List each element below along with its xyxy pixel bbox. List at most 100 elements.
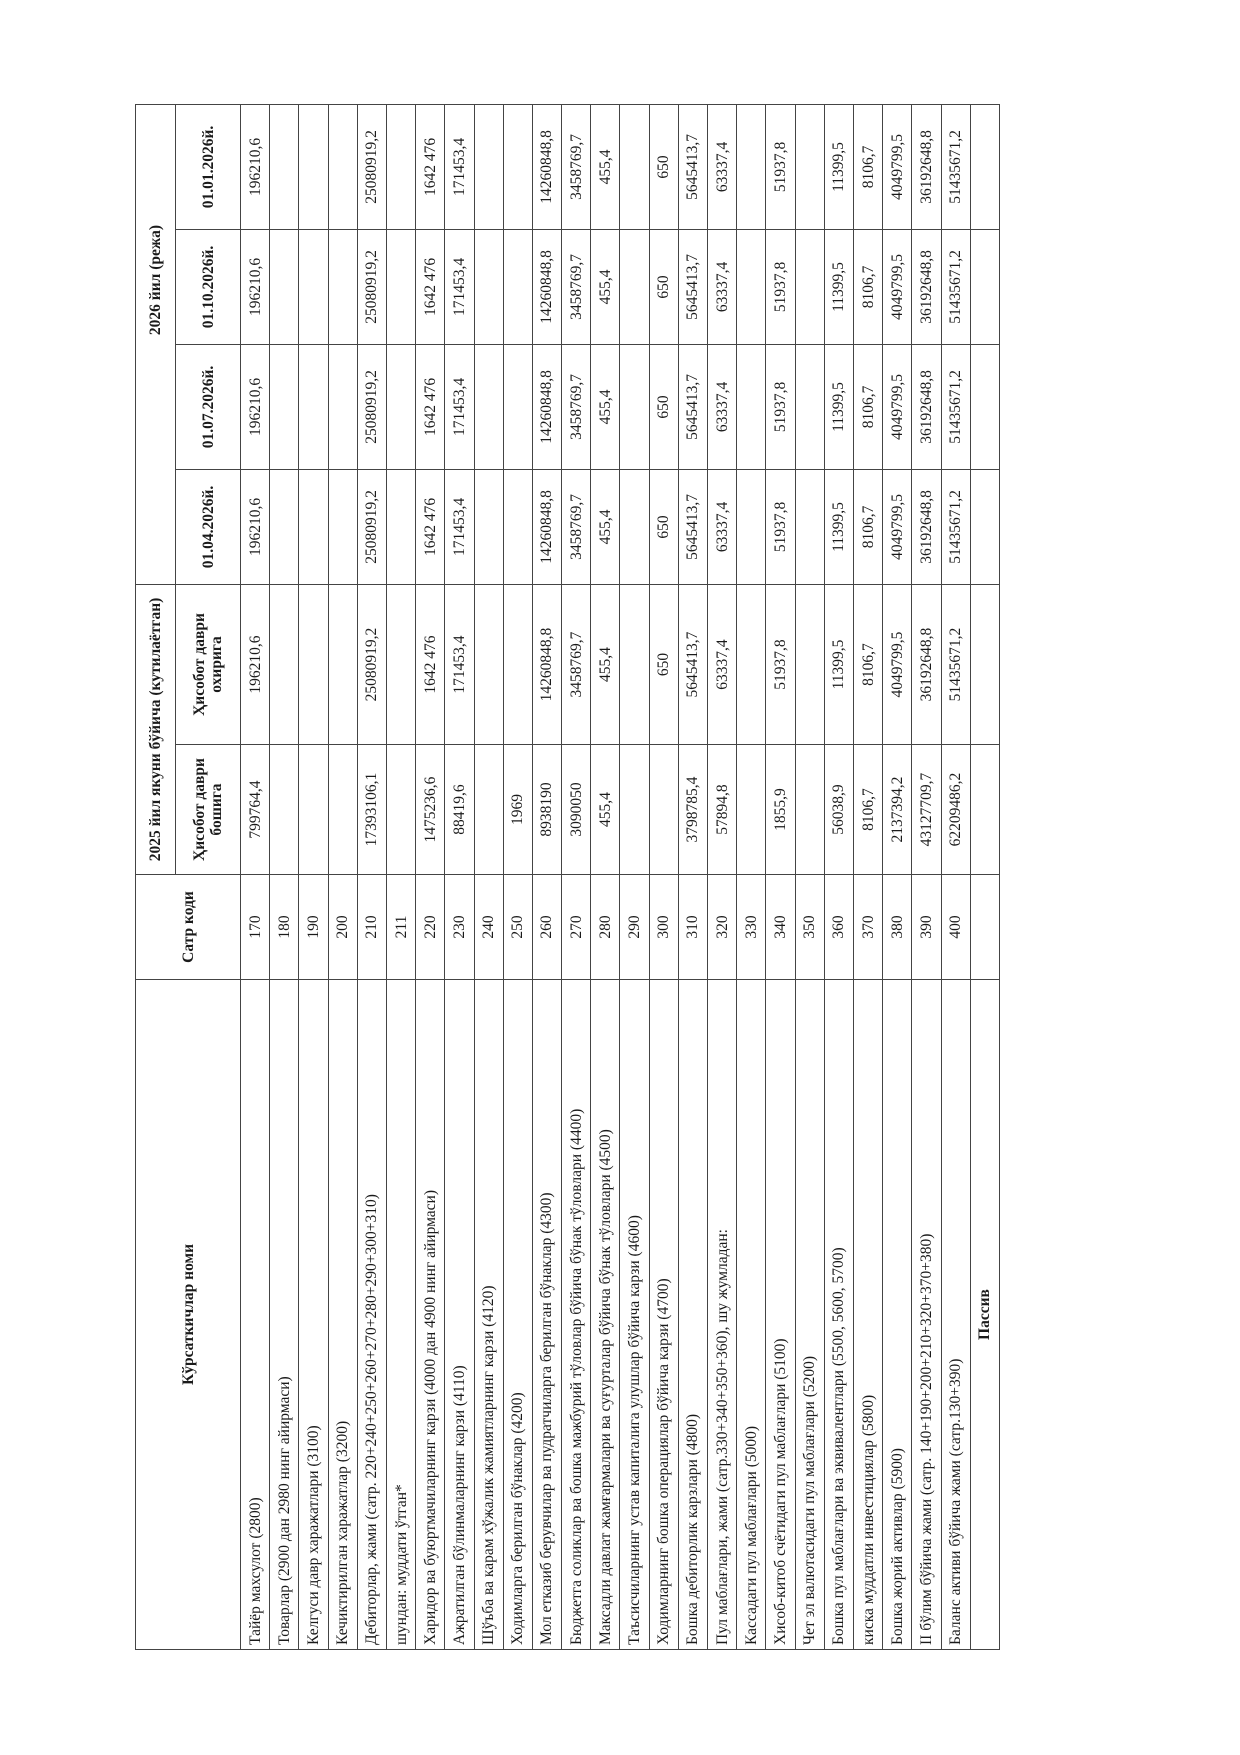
start-2025-cell: 799764,4 — [240, 744, 270, 875]
start-2025-cell: 3798785,4 — [678, 744, 708, 875]
table-row: Кечиктирилган харажатлар (3200) 200 — [328, 104, 358, 1650]
table-row: Ходимларнинг бошка операциялар бўйича ка… — [649, 104, 679, 1650]
header-q2: 01.07.2026й. — [175, 344, 241, 470]
indicator-name-cell: Баланс активи бўйича жами (сатр.130+390) — [941, 979, 971, 1650]
end-2025-cell — [298, 584, 329, 745]
q4-2026-cell: 3458769,7 — [561, 104, 591, 230]
row-code-cell: 170 — [240, 874, 270, 980]
q2-2026-cell: 11399,5 — [824, 344, 854, 470]
q3-2026-cell: 51435671,2 — [941, 229, 971, 345]
table-row: киска муддатли инвестициялар (5800) 370 81… — [853, 104, 883, 1650]
row-code-cell: 240 — [474, 874, 504, 980]
row-code-cell: 190 — [298, 874, 329, 980]
q3-2026-cell: 36192648,8 — [911, 229, 941, 345]
end-2025-cell: 8106,7 — [853, 584, 883, 745]
row-code-cell: 211 — [386, 874, 416, 980]
table-row: Таъсисчиларнинг устав капиталига улушлар… — [619, 104, 650, 1650]
q3-2026-cell: 8106,7 — [853, 229, 883, 345]
q3-2026-cell — [386, 229, 416, 345]
q2-2026-cell — [474, 344, 504, 470]
table-row: Бошка дебиторлик карзлари (4800) 310 37987… — [678, 104, 708, 1650]
q1-2026-cell: 51435671,2 — [941, 469, 971, 585]
q1-2026-cell — [503, 469, 533, 585]
header-code: Сатр коди — [135, 874, 241, 980]
indicator-name-cell: Чет эл валютасидаги пул маблағлари (5200… — [795, 979, 825, 1650]
q4-2026-cell: 4049799,5 — [882, 104, 912, 230]
row-code-cell: 290 — [619, 874, 650, 980]
indicator-name-cell: Пул маблағлари, жами (сатр.330+340+350+3… — [707, 979, 737, 1650]
indicator-name-cell: Кечиктирилган харажатлар (3200) — [328, 979, 358, 1650]
q4-2026-cell — [795, 104, 825, 230]
q1-2026-cell: 5645413,7 — [678, 469, 708, 585]
row-code-cell: 360 — [824, 874, 854, 980]
table-row: Бюджетга соликлар ва бошка мажбурий тўло… — [561, 104, 591, 1650]
indicator-name-cell: Ажратилган бўлинмаларнинг карзи (4110) — [444, 979, 474, 1650]
start-2025-cell — [474, 744, 504, 875]
end-2025-cell — [269, 584, 299, 745]
end-2025-cell: 25080919,2 — [357, 584, 387, 745]
empty-cell — [970, 229, 1000, 345]
q4-2026-cell: 1642 476 — [415, 104, 445, 230]
q1-2026-cell: 51937,8 — [765, 469, 796, 585]
indicator-name-cell: Товарлар (2900 дан 2980 нинг айирмаси) — [269, 979, 299, 1650]
end-2025-cell: 455,4 — [590, 584, 620, 745]
row-code-cell: 340 — [765, 874, 796, 980]
q1-2026-cell: 63337,4 — [707, 469, 737, 585]
header-q4: 01.01.2026й. — [175, 104, 241, 230]
q3-2026-cell: 25080919,2 — [357, 229, 387, 345]
q3-2026-cell — [474, 229, 504, 345]
row-code-cell: 320 — [707, 874, 737, 980]
q4-2026-cell — [503, 104, 533, 230]
q2-2026-cell — [269, 344, 299, 470]
end-2025-cell: 5645413,7 — [678, 584, 708, 745]
indicator-name-cell: Таъсисчиларнинг устав капиталига улушлар… — [619, 979, 650, 1650]
q4-2026-cell: 196210,6 — [240, 104, 270, 230]
table-row: Бошка пул маблағлари ва эквивалентлари (… — [824, 104, 854, 1650]
row-code-cell: 260 — [532, 874, 562, 980]
q1-2026-cell: 36192648,8 — [911, 469, 941, 585]
start-2025-cell — [795, 744, 825, 875]
header-start-2025: Ҳисобот даври бошига — [175, 744, 241, 875]
table-row: Мол етказиб берувчилар ва пудратчиларга … — [532, 104, 562, 1650]
q3-2026-cell — [736, 229, 766, 345]
end-2025-cell: 1642 476 — [415, 584, 445, 745]
empty-cell — [970, 584, 1000, 745]
end-2025-cell: 36192648,8 — [911, 584, 941, 745]
q2-2026-cell: 25080919,2 — [357, 344, 387, 470]
table-row: Тайёр махсулот (2800) 170 799764,4 196210,6… — [240, 104, 270, 1650]
start-2025-cell: 88419,6 — [444, 744, 474, 875]
empty-cell — [970, 744, 1000, 875]
empty-cell — [970, 874, 1000, 980]
q1-2026-cell — [619, 469, 650, 585]
empty-cell — [970, 469, 1000, 585]
q3-2026-cell: 63337,4 — [707, 229, 737, 345]
row-code-cell: 350 — [795, 874, 825, 980]
end-2025-cell — [328, 584, 358, 745]
q3-2026-cell: 51937,8 — [765, 229, 796, 345]
row-code-cell: 220 — [415, 874, 445, 980]
indicator-name-cell: Ходимларнинг бошка операциялар бўйича ка… — [649, 979, 679, 1650]
start-2025-cell — [298, 744, 329, 875]
end-2025-cell — [795, 584, 825, 745]
q2-2026-cell — [619, 344, 650, 470]
end-2025-cell: 63337,4 — [707, 584, 737, 745]
q2-2026-cell: 51435671,2 — [941, 344, 971, 470]
q4-2026-cell: 455,4 — [590, 104, 620, 230]
table-row: Ажратилган бўлинмаларнинг карзи (4110) 23… — [444, 104, 474, 1650]
q1-2026-cell: 11399,5 — [824, 469, 854, 585]
header-2025: 2025 йил якуни бўйича (кутилаётган) — [135, 584, 176, 875]
q1-2026-cell — [328, 469, 358, 585]
start-2025-cell: 1969 — [503, 744, 533, 875]
q2-2026-cell — [328, 344, 358, 470]
q1-2026-cell: 3458769,7 — [561, 469, 591, 585]
q2-2026-cell: 4049799,5 — [882, 344, 912, 470]
balance-table: Кўрсаткичлар номи Сатр коди 2025 йил яку… — [135, 104, 1000, 1650]
q2-2026-cell: 36192648,8 — [911, 344, 941, 470]
q2-2026-cell — [386, 344, 416, 470]
q1-2026-cell: 196210,6 — [240, 469, 270, 585]
q4-2026-cell: 650 — [649, 104, 679, 230]
q1-2026-cell — [736, 469, 766, 585]
end-2025-cell: 14260848,8 — [532, 584, 562, 745]
indicator-name-cell: Шўъба ва карам хўжалик жамиятларнинг кар… — [474, 979, 504, 1650]
q3-2026-cell: 455,4 — [590, 229, 620, 345]
